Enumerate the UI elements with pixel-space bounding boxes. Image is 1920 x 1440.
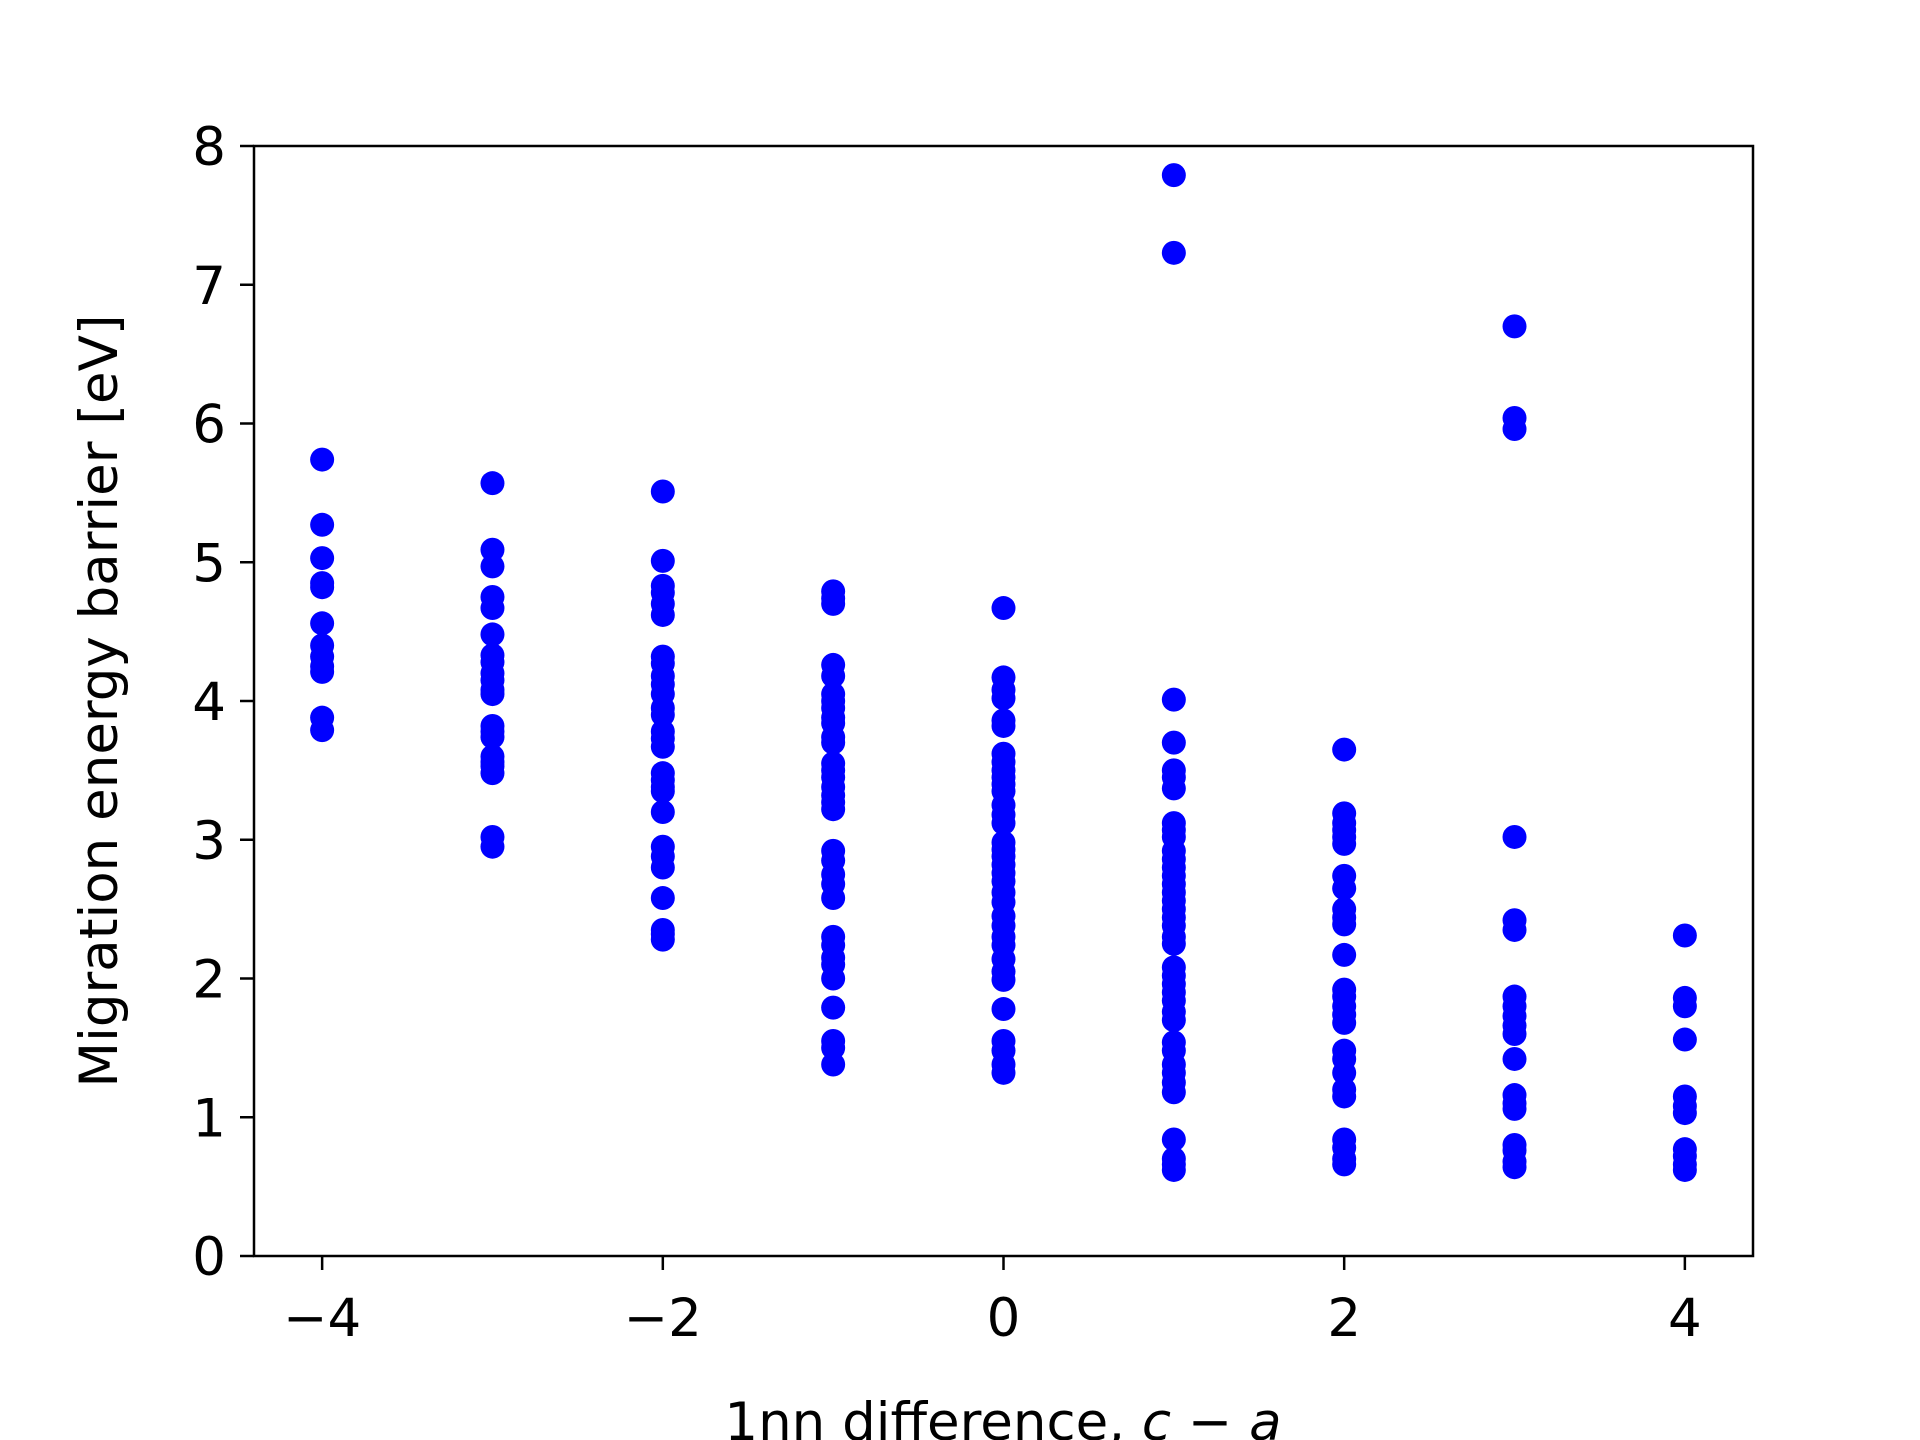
data-point: [821, 591, 846, 616]
data-point: [310, 611, 335, 636]
data-point: [480, 622, 505, 647]
data-point: [650, 479, 675, 504]
data-point: [650, 800, 675, 824]
data-point: [1161, 730, 1186, 755]
data-point: [650, 702, 675, 727]
data-point: [1161, 687, 1186, 712]
data-point: [821, 797, 846, 822]
y-tick-label: 0: [192, 1227, 226, 1288]
data-point: [991, 997, 1016, 1022]
data-point: [1672, 1027, 1697, 1052]
x-tick-label: 0: [987, 1288, 1021, 1349]
data-point: [1332, 831, 1357, 856]
data-point: [310, 718, 335, 743]
y-axis-label: Migration energy barrier [eV]: [69, 314, 130, 1087]
data-point: [1161, 1080, 1186, 1105]
data-point: [650, 602, 675, 627]
data-point: [1161, 931, 1186, 956]
data-point: [991, 967, 1016, 992]
data-point: [1502, 1096, 1527, 1121]
data-point: [1502, 1046, 1527, 1071]
data-point: [1672, 1157, 1697, 1182]
data-point: [1332, 912, 1357, 937]
x-axis: −4 −2 0 2 4: [283, 1256, 1702, 1349]
data-point: [991, 1060, 1016, 1085]
data-point: [821, 886, 846, 911]
data-point: [1332, 1084, 1357, 1109]
data-point: [1161, 776, 1186, 801]
data-point: [480, 596, 505, 621]
data-point: [480, 725, 505, 750]
data-point: [1502, 1155, 1527, 1180]
y-tick-label: 4: [192, 672, 226, 733]
x-tick-label: −4: [283, 1288, 361, 1349]
data-point: [1332, 1152, 1357, 1177]
data-point: [480, 554, 505, 579]
data-point: [1161, 163, 1186, 188]
data-point: [991, 713, 1016, 738]
data-point: [650, 886, 675, 911]
data-point: [1161, 1127, 1186, 1152]
data-point: [650, 779, 675, 804]
x-tick-label: 4: [1668, 1288, 1702, 1349]
data-point: [310, 546, 335, 571]
y-tick-label: 6: [192, 395, 226, 456]
y-tick-label: 5: [192, 533, 226, 594]
data-point: [1502, 314, 1527, 339]
y-tick-label: 3: [192, 811, 226, 872]
data-point: [310, 659, 335, 684]
data-point: [821, 1035, 846, 1060]
y-tick-label: 2: [192, 950, 226, 1011]
data-point: [650, 927, 675, 952]
data-point: [1332, 876, 1357, 901]
data-points: [310, 163, 1697, 1182]
data-point: [310, 575, 335, 600]
data-point: [480, 834, 505, 859]
data-point: [480, 682, 505, 707]
data-point: [821, 730, 846, 755]
x-tick-label: 2: [1327, 1288, 1361, 1349]
data-point: [821, 664, 846, 689]
data-point: [310, 447, 335, 472]
data-point: [821, 966, 846, 991]
data-point: [1502, 417, 1527, 442]
data-point: [480, 761, 505, 786]
data-point: [821, 1052, 846, 1077]
data-point: [991, 686, 1016, 711]
data-point: [1502, 824, 1527, 849]
data-point: [1332, 1060, 1357, 1085]
x-tick-label: −2: [624, 1288, 702, 1349]
data-point: [480, 537, 505, 562]
data-point: [1332, 1010, 1357, 1035]
data-point: [1672, 1101, 1697, 1126]
data-point: [1332, 737, 1357, 762]
y-tick-label: 7: [192, 256, 226, 317]
y-axis: 0 1 2 3 4 5 6 7 8: [192, 117, 254, 1288]
data-point: [1161, 1157, 1186, 1182]
data-point: [480, 471, 505, 496]
x-axis-label: 1nn difference, c − a: [724, 1392, 1281, 1440]
y-tick-label: 1: [192, 1088, 226, 1149]
data-point: [650, 548, 675, 573]
data-point: [821, 995, 846, 1020]
data-point: [1672, 994, 1697, 1019]
data-point: [1672, 923, 1697, 948]
data-point: [1502, 1022, 1527, 1046]
data-point: [991, 596, 1016, 621]
data-point: [1332, 942, 1357, 967]
data-point: [310, 512, 335, 537]
y-tick-label: 8: [192, 117, 226, 178]
data-point: [1161, 240, 1186, 265]
data-point: [650, 734, 675, 759]
data-point: [1161, 1008, 1186, 1033]
data-point: [650, 855, 675, 880]
data-point: [1502, 917, 1527, 942]
data-point: [991, 811, 1016, 836]
